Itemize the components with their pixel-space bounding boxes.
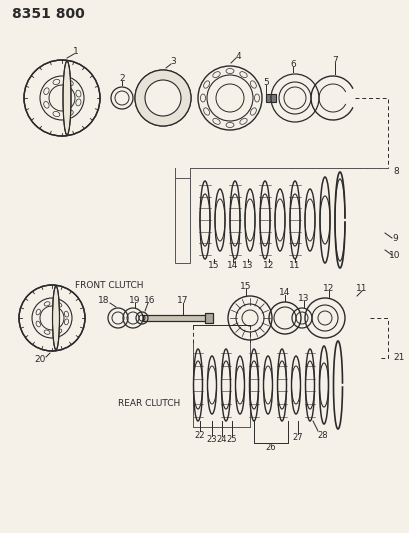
- Text: 28: 28: [317, 431, 328, 440]
- Text: 23: 23: [206, 435, 217, 445]
- Text: 17: 17: [177, 295, 188, 304]
- Text: 24: 24: [216, 435, 227, 445]
- Text: 15: 15: [208, 261, 219, 270]
- Text: 2: 2: [119, 74, 124, 83]
- Text: 14: 14: [279, 287, 290, 296]
- Text: 10: 10: [388, 251, 400, 260]
- Circle shape: [145, 80, 180, 116]
- Bar: [200, 175, 374, 265]
- Text: 16: 16: [144, 295, 155, 304]
- Text: FRONT CLUTCH: FRONT CLUTCH: [75, 280, 143, 289]
- Text: 11: 11: [355, 284, 367, 293]
- Bar: [265, 94, 275, 102]
- Text: 26: 26: [265, 443, 276, 453]
- Bar: [175, 178, 189, 263]
- Text: 25: 25: [226, 435, 237, 445]
- Text: 6: 6: [290, 60, 295, 69]
- Text: 18: 18: [98, 295, 110, 304]
- Bar: [204, 313, 213, 323]
- Text: 4: 4: [235, 52, 240, 61]
- Text: 22: 22: [194, 431, 205, 440]
- Text: 14: 14: [227, 261, 238, 270]
- Text: 12: 12: [323, 284, 334, 293]
- Text: 13: 13: [297, 294, 309, 303]
- Ellipse shape: [52, 286, 59, 350]
- Bar: [143, 315, 207, 321]
- Text: 1: 1: [73, 46, 79, 55]
- Text: 8: 8: [392, 166, 398, 175]
- Text: 9: 9: [391, 233, 397, 243]
- Text: 27: 27: [292, 433, 303, 442]
- Ellipse shape: [63, 61, 71, 135]
- Text: 13: 13: [242, 261, 253, 270]
- Circle shape: [135, 70, 191, 126]
- Text: 15: 15: [240, 281, 251, 290]
- Bar: [204, 313, 213, 323]
- Text: 12: 12: [263, 261, 274, 270]
- Bar: [143, 315, 207, 321]
- Text: 3: 3: [170, 56, 175, 66]
- Text: 7: 7: [331, 55, 337, 64]
- Text: 19: 19: [129, 295, 140, 304]
- Text: REAR CLUTCH: REAR CLUTCH: [118, 399, 180, 408]
- Text: 20: 20: [34, 356, 45, 365]
- Text: 5: 5: [263, 77, 268, 86]
- Text: 8351 800: 8351 800: [12, 7, 85, 21]
- Text: 21: 21: [392, 353, 403, 362]
- Bar: [193, 343, 378, 427]
- Text: 11: 11: [288, 261, 300, 270]
